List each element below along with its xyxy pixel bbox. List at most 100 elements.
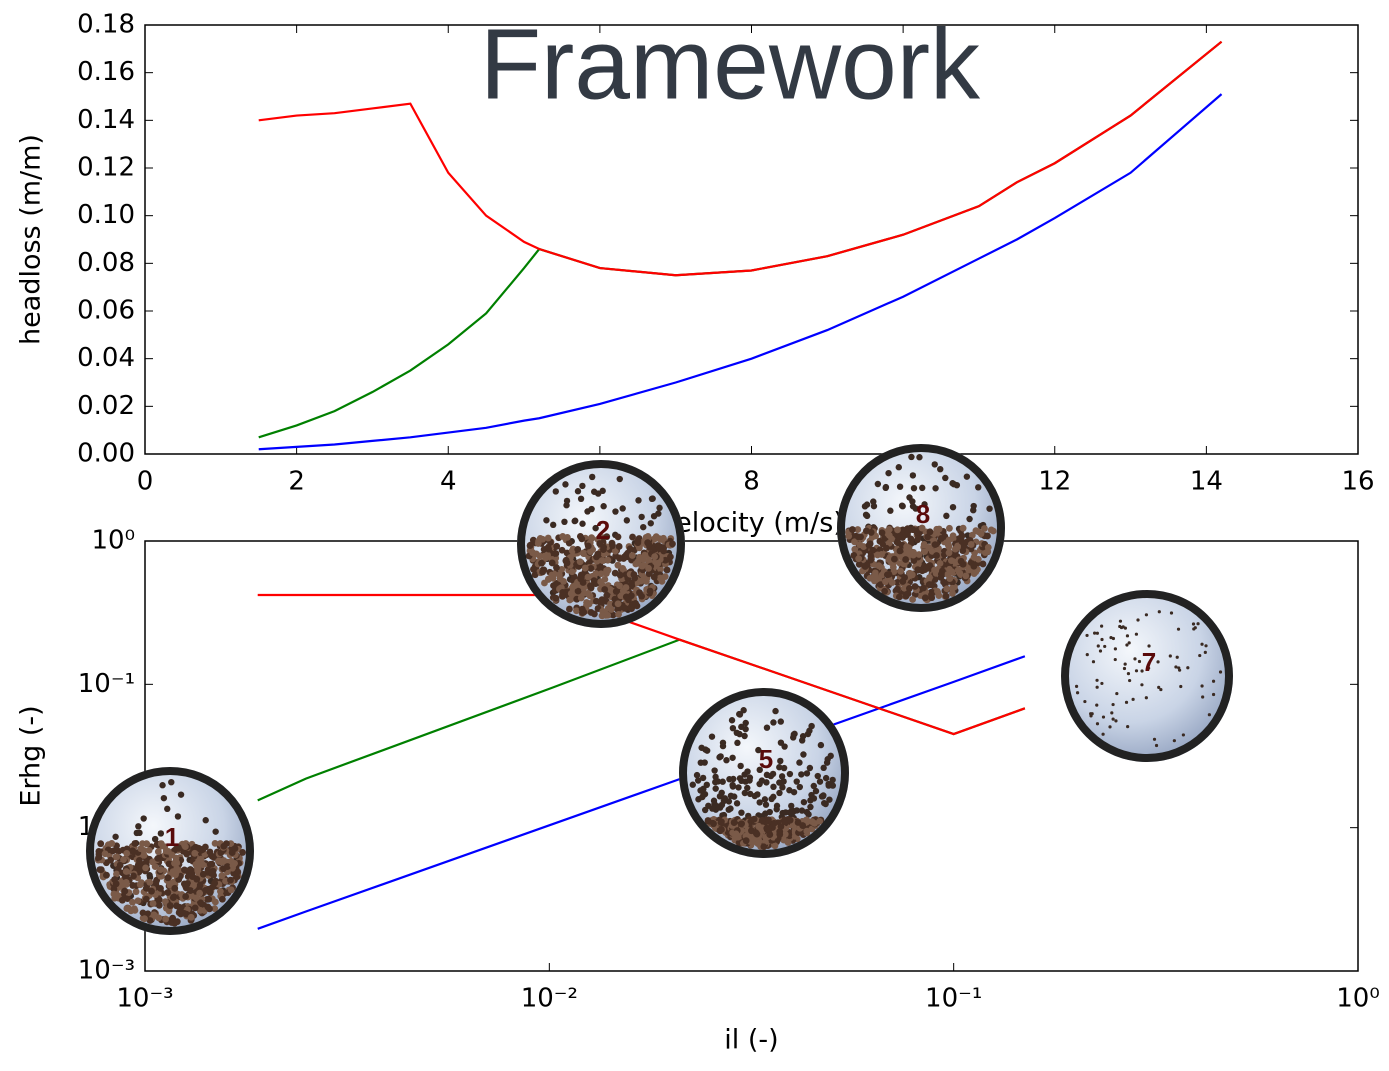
particle [1212, 693, 1215, 696]
particle [616, 555, 623, 562]
particle [575, 488, 581, 494]
particle [787, 817, 794, 824]
y-tick-label: 10⁻³ [78, 956, 135, 986]
particle [726, 806, 732, 812]
particle [855, 555, 862, 562]
particle [539, 569, 546, 576]
particle [886, 532, 893, 539]
particle [150, 900, 157, 907]
particle [886, 526, 893, 533]
slide-title: Framework [480, 8, 981, 120]
particle [737, 763, 743, 769]
particle [823, 775, 829, 781]
particle [764, 724, 770, 730]
particle [927, 528, 934, 535]
particle [211, 880, 218, 887]
particle [817, 778, 823, 784]
particle [559, 533, 566, 540]
particle [946, 525, 953, 532]
particle [121, 888, 128, 895]
particle [96, 854, 103, 861]
particle [774, 803, 780, 809]
particle [553, 488, 559, 494]
particle [1108, 725, 1111, 728]
particle [1114, 719, 1117, 722]
particle [985, 544, 992, 551]
particle [123, 879, 130, 886]
particle [875, 562, 882, 569]
particle [883, 484, 889, 490]
particle [171, 893, 178, 900]
particle [864, 501, 870, 507]
particle [1178, 669, 1181, 672]
particle [615, 562, 622, 569]
particle [704, 782, 710, 788]
particle [601, 586, 608, 593]
x-tick-label: 10⁻² [521, 984, 578, 1014]
particle [1169, 654, 1172, 657]
particle [1103, 645, 1106, 648]
particle [885, 470, 891, 476]
particle [919, 485, 925, 491]
particle [585, 543, 592, 550]
particle [787, 771, 793, 777]
x-axis-label: velocity (m/s) [659, 508, 844, 539]
particle [911, 485, 917, 491]
particle [690, 782, 696, 788]
particle [228, 886, 235, 893]
particle [1156, 660, 1159, 663]
particle [711, 767, 717, 773]
particle [140, 815, 146, 821]
particle [120, 856, 127, 863]
particle [797, 784, 803, 790]
particle [863, 512, 869, 518]
particle [615, 611, 622, 618]
x-tick-label: 14 [1190, 467, 1223, 497]
particle [779, 773, 785, 779]
particle [759, 777, 765, 783]
particle [1174, 665, 1177, 668]
particle [1133, 657, 1136, 660]
particle [1111, 703, 1114, 706]
particle [1118, 625, 1121, 628]
particle [1110, 711, 1113, 714]
particle [612, 508, 618, 514]
particle [805, 731, 811, 737]
particle [220, 843, 227, 850]
particle [109, 848, 116, 855]
particle [119, 897, 126, 904]
particle [635, 497, 641, 503]
particle [1114, 647, 1117, 650]
particle [638, 593, 645, 600]
particle [113, 854, 120, 861]
particle [577, 533, 584, 540]
particle [645, 565, 652, 572]
particle [1186, 666, 1189, 669]
particle [694, 772, 700, 778]
particle [135, 897, 142, 904]
particle [794, 807, 800, 813]
y-tick-label: 0.04 [77, 343, 135, 373]
particle [808, 723, 814, 729]
particle [664, 567, 671, 574]
particle [697, 787, 703, 793]
particle [701, 759, 707, 765]
particle [545, 544, 552, 551]
particle [702, 746, 708, 752]
particle [1201, 695, 1204, 698]
particle [1083, 700, 1086, 703]
particle [545, 535, 552, 542]
particle [746, 777, 752, 783]
particle [932, 541, 939, 548]
particle [807, 765, 813, 771]
particle [760, 843, 767, 850]
particle [738, 809, 744, 815]
particle [148, 888, 155, 895]
particle [737, 775, 743, 781]
particle [1200, 643, 1203, 646]
y-tick-label: 0.02 [77, 391, 135, 421]
y-tick-label: 0.18 [77, 10, 135, 40]
particle [800, 751, 806, 757]
particle [660, 535, 667, 542]
particle [920, 585, 927, 592]
